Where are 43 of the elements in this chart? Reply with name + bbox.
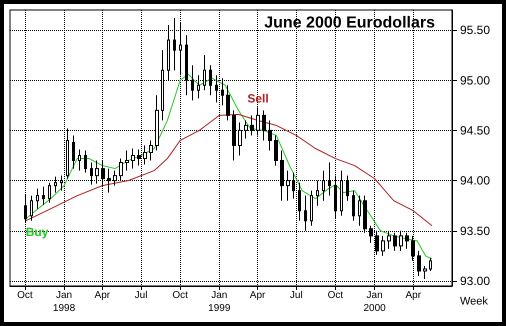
candlestick: [48, 182, 51, 204]
x-tick-label: Jul: [134, 290, 148, 301]
chart-title: June 2000 Eurodollars: [264, 14, 436, 32]
y-tick-label: 93.00: [460, 274, 490, 288]
x-axis-title: Week: [460, 296, 488, 308]
line-series: [25, 114, 433, 226]
candlestick: [423, 265, 427, 280]
candlestick: [149, 140, 153, 162]
candlestick: [429, 257, 432, 272]
candlestick: [72, 134, 75, 170]
x-tick-label: Jan 2000: [363, 290, 386, 314]
x-tick-label: Apr: [406, 290, 422, 301]
candlestick: [42, 186, 45, 206]
candlestick: [125, 150, 129, 172]
y-tick-label: 95.50: [460, 23, 490, 38]
candlestick: [310, 190, 313, 226]
candlestick: [352, 190, 355, 222]
annotation: Sell: [247, 91, 269, 106]
x-tick-label: Oct: [172, 290, 188, 301]
x-tick-label: Jul: [290, 290, 303, 301]
x-tick-label: Jan 1998: [52, 290, 76, 314]
line-series: [25, 74, 433, 260]
candlestick: [226, 84, 230, 121]
x-tick-label: Apr: [94, 290, 111, 301]
y-tick-label: 94.50: [460, 123, 490, 138]
candlestick: [78, 149, 81, 172]
candlestick: [30, 195, 33, 222]
candlestick: [36, 188, 39, 210]
x-tick-label: Apr: [250, 290, 266, 301]
candlestick: [304, 195, 307, 232]
y-tick-label: 94.00: [460, 174, 490, 188]
x-tick-label: Jan 1999: [208, 290, 231, 314]
x-tick-label: Oct: [328, 290, 344, 301]
candlestick: [381, 235, 385, 256]
candlestick: [417, 250, 421, 276]
candlestick: [84, 150, 87, 174]
candlestick: [274, 134, 278, 166]
candlestick: [358, 195, 361, 226]
y-tick-label: 93.50: [460, 224, 490, 238]
candlestick: [131, 148, 135, 170]
y-tick-label: 95.00: [460, 73, 490, 88]
x-tick-label: Oct: [17, 290, 33, 301]
annotation: Buy: [26, 224, 49, 239]
